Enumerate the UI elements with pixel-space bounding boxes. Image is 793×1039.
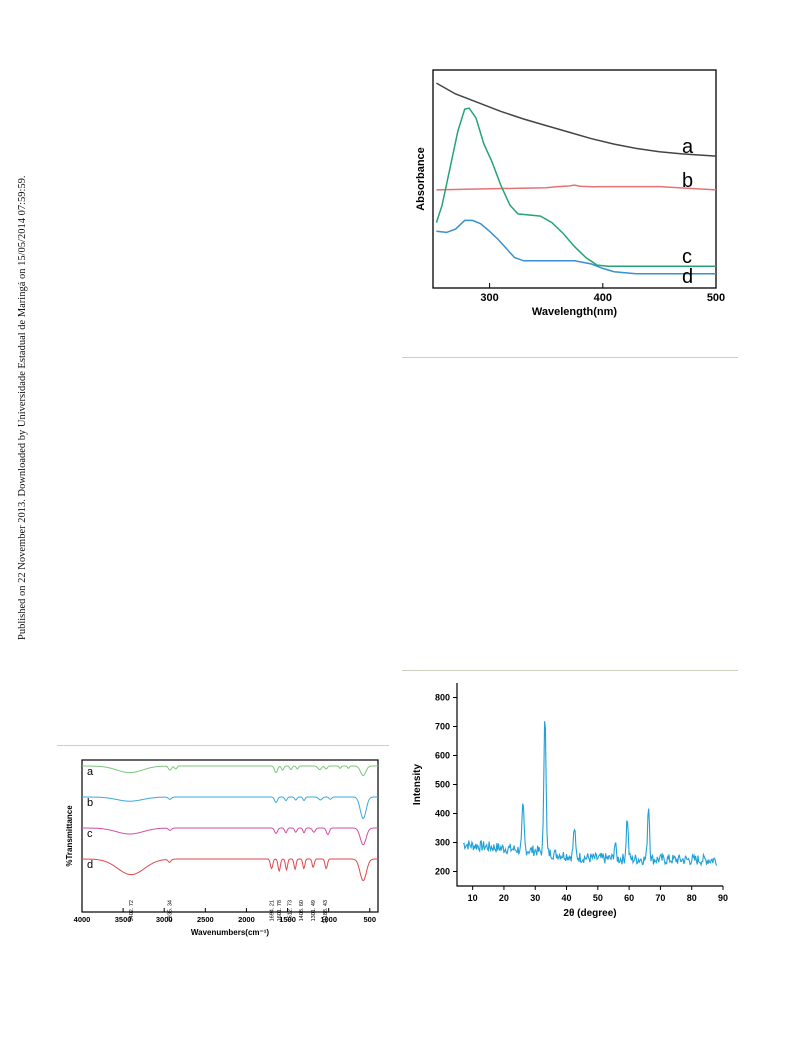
y-tick-label-1: 300 (435, 838, 450, 848)
series-a-label: a (87, 766, 94, 778)
x-axis-label: Wavenumbers(cm⁻¹) (191, 928, 270, 937)
x-tick-label-2: 3000 (156, 915, 173, 924)
x-axis-label: Wavelength(nm) (532, 306, 617, 318)
peak-annotation-6: 1301. 49 (311, 900, 317, 921)
series-d-line (82, 858, 378, 881)
ftir-transmittance-chart: 4000 3500 3000 2500 2000 1500 1000 500 Wavenumbe… (65, 759, 379, 937)
series-c-line (435, 107, 716, 267)
x-tick-label-4: 50 (593, 893, 603, 903)
peak-annotation-0: 3402. 72 (129, 900, 135, 921)
x-tick-label-0: 4000 (74, 915, 91, 924)
column-rule-right-mid (402, 670, 738, 671)
y-axis-label: Intensity (412, 764, 423, 806)
x-tick-label-0: 10 (468, 893, 478, 903)
x-tick-label-7: 500 (364, 915, 377, 924)
y-axis-label: Absorbance (415, 147, 427, 211)
x-tick-label-7: 80 (687, 893, 697, 903)
series-c-label: c (87, 828, 93, 840)
y-tick-label-6: 800 (435, 693, 450, 703)
x-tick-label-6: 1000 (320, 915, 337, 924)
y-tick-label-4: 600 (435, 751, 450, 761)
x-tick-label-6: 70 (655, 893, 665, 903)
peak-annotation-4: 1512. 73 (288, 900, 294, 921)
x-axis-label: 2θ (degree) (563, 908, 616, 919)
y-tick-label-3: 500 (435, 780, 450, 790)
x-tick-label-3: 40 (562, 893, 572, 903)
x-tick-label-4: 2000 (238, 915, 255, 924)
xrd-trace (462, 721, 718, 867)
x-tick-label-0: 300 (480, 292, 498, 304)
peak-annotation-7: 11188. 43 (323, 900, 329, 924)
x-tick-label-3: 2500 (197, 915, 214, 924)
series-a-line (436, 82, 717, 157)
series-d-label: d (87, 859, 93, 871)
y-axis-label: %Transmittance (65, 805, 74, 867)
peak-annotation-3: 1601. 78 (277, 900, 283, 921)
y-tick-label-0: 200 (435, 867, 450, 877)
uv-vis-absorbance-chart: 300 400 500 Wavelength(nm) Absorbance ab cd (415, 69, 725, 318)
axes-frame (456, 683, 723, 887)
x-tick-label-1: 400 (594, 292, 612, 304)
series-a-label: a (682, 136, 694, 158)
series-b-label: b (87, 797, 93, 809)
x-tick-label-2: 500 (707, 292, 725, 304)
series-b-label: b (682, 170, 693, 192)
column-rule-right-top (402, 357, 738, 358)
download-notice: Published on 22 November 2013. Downloade… (2, 160, 28, 640)
series-c-label: c (682, 246, 692, 268)
series-d-line (436, 219, 716, 275)
x-tick-label-5: 60 (624, 893, 634, 903)
xrd-pattern-chart: 10 20 30 40 50 60 70 80 90 200 300 400 500 600 700 800 2… (412, 683, 728, 919)
series-d-label: d (682, 266, 693, 288)
peak-annotation-2: 1694. 21 (270, 900, 276, 921)
plot-frame (432, 69, 717, 289)
series-c-line (82, 827, 378, 846)
y-tick-label-2: 400 (435, 809, 450, 819)
x-tick-label-8: 90 (718, 893, 728, 903)
column-rule-left (57, 745, 389, 746)
download-notice-text: Published on 22 November 2013. Downloade… (17, 175, 28, 640)
peak-annotation-5: 1408. 60 (299, 900, 305, 921)
x-tick-label-1: 20 (499, 893, 509, 903)
x-tick-label-5: 1500 (279, 915, 296, 924)
peak-annotation-1: 2935. 34 (168, 900, 174, 921)
plot-frame (81, 759, 379, 913)
x-tick-label-2: 30 (530, 893, 540, 903)
series-a-line (82, 765, 378, 776)
y-tick-label-5: 700 (435, 722, 450, 732)
series-b-line (436, 184, 717, 191)
x-tick-label-1: 3500 (115, 915, 132, 924)
series-b-line (82, 796, 378, 819)
